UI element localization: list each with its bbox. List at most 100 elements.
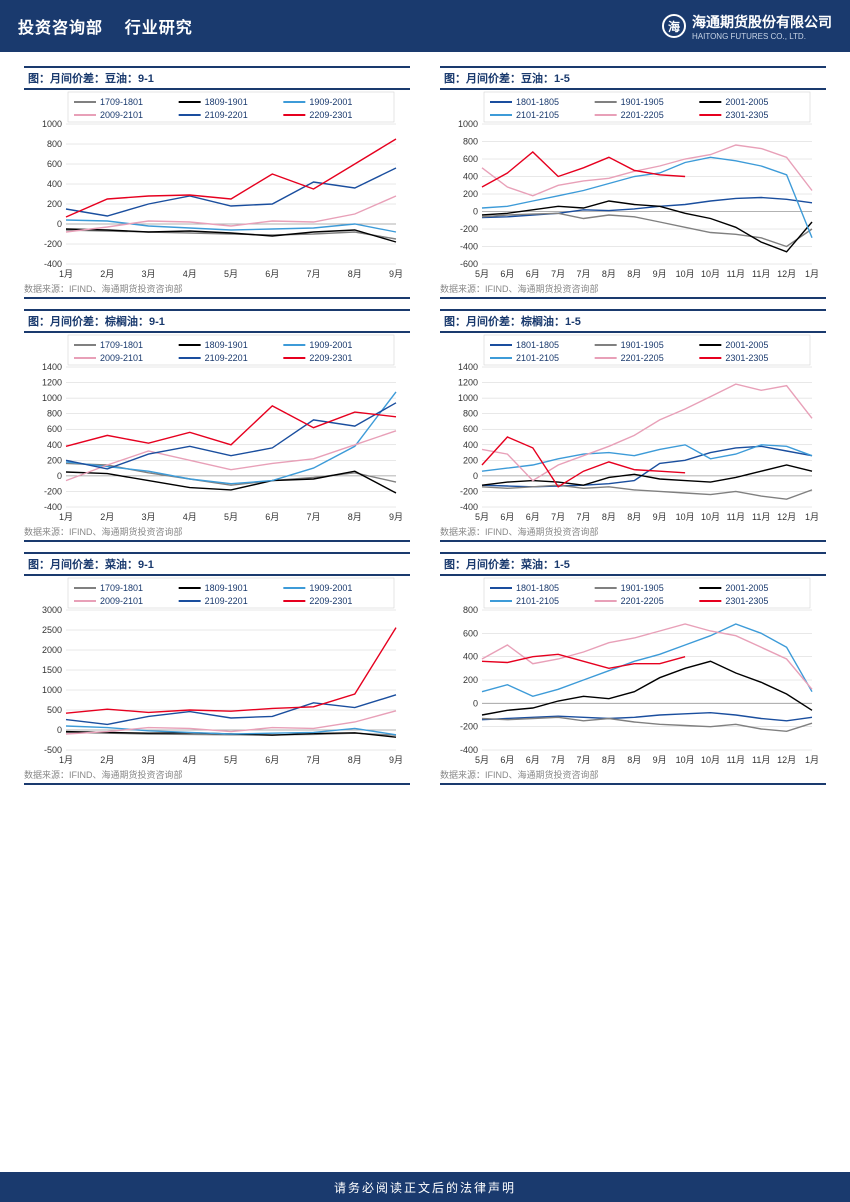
svg-text:1709-1801: 1709-1801 bbox=[100, 340, 143, 350]
svg-text:4月: 4月 bbox=[183, 269, 197, 279]
svg-text:1809-1901: 1809-1901 bbox=[205, 583, 248, 593]
svg-text:2500: 2500 bbox=[42, 625, 62, 635]
svg-text:11月: 11月 bbox=[752, 755, 770, 765]
svg-text:9月: 9月 bbox=[389, 512, 403, 522]
series-line bbox=[66, 168, 396, 216]
svg-text:4月: 4月 bbox=[183, 512, 197, 522]
chart-source: 数据来源：IFIND、海通期货投资咨询部 bbox=[440, 525, 826, 542]
svg-text:11月: 11月 bbox=[727, 269, 745, 279]
svg-text:11月: 11月 bbox=[752, 512, 770, 522]
svg-text:1901-1905: 1901-1905 bbox=[621, 97, 664, 107]
svg-text:10月: 10月 bbox=[701, 512, 720, 522]
chart-source: 数据来源：IFIND、海通期货投资咨询部 bbox=[24, 768, 410, 785]
svg-text:1月: 1月 bbox=[59, 512, 73, 522]
svg-text:9月: 9月 bbox=[653, 755, 667, 765]
svg-text:2201-2205: 2201-2205 bbox=[621, 596, 664, 606]
svg-text:2301-2305: 2301-2305 bbox=[725, 353, 768, 363]
footer-bar: 请务必阅读正文后的法律声明 bbox=[0, 1172, 850, 1202]
svg-text:0: 0 bbox=[57, 219, 62, 229]
svg-text:-400: -400 bbox=[460, 502, 478, 512]
svg-text:9月: 9月 bbox=[653, 269, 667, 279]
svg-text:7月: 7月 bbox=[551, 755, 565, 765]
chart-block: 图：月间价差：菜油：1-5-400-20002004006008005月6月6月… bbox=[440, 552, 826, 785]
svg-text:-200: -200 bbox=[44, 239, 62, 249]
svg-text:1801-1805: 1801-1805 bbox=[516, 97, 559, 107]
svg-text:400: 400 bbox=[47, 179, 62, 189]
series-line bbox=[482, 717, 812, 731]
svg-text:200: 200 bbox=[463, 675, 478, 685]
svg-text:0: 0 bbox=[473, 471, 478, 481]
svg-text:10月: 10月 bbox=[676, 269, 695, 279]
svg-text:400: 400 bbox=[463, 652, 478, 662]
svg-text:1200: 1200 bbox=[458, 378, 478, 388]
series-line bbox=[482, 213, 812, 246]
svg-text:800: 800 bbox=[47, 409, 62, 419]
svg-text:8月: 8月 bbox=[348, 755, 362, 765]
svg-text:1809-1901: 1809-1901 bbox=[205, 97, 248, 107]
svg-text:1000: 1000 bbox=[458, 393, 478, 403]
svg-text:4月: 4月 bbox=[183, 755, 197, 765]
chart-block: 图：月间价差：棕榈油：9-1-400-200020040060080010001… bbox=[24, 309, 410, 542]
svg-text:1000: 1000 bbox=[42, 685, 62, 695]
svg-text:1801-1805: 1801-1805 bbox=[516, 340, 559, 350]
series-line bbox=[66, 403, 396, 469]
svg-text:6月: 6月 bbox=[526, 512, 540, 522]
svg-text:8月: 8月 bbox=[602, 755, 616, 765]
svg-text:6月: 6月 bbox=[526, 269, 540, 279]
svg-text:2月: 2月 bbox=[100, 269, 114, 279]
svg-text:-500: -500 bbox=[44, 745, 62, 755]
svg-text:2301-2305: 2301-2305 bbox=[725, 110, 768, 120]
svg-text:6月: 6月 bbox=[526, 755, 540, 765]
chart-block: 图：月间价差：棕榈油：1-5-400-200020040060080010001… bbox=[440, 309, 826, 542]
chart-canvas: -400-200020040060080010001月2月3月4月5月6月7月8… bbox=[24, 90, 410, 280]
svg-text:2101-2105: 2101-2105 bbox=[516, 110, 559, 120]
svg-text:0: 0 bbox=[473, 207, 478, 217]
series-line bbox=[66, 406, 396, 446]
svg-text:10月: 10月 bbox=[676, 755, 695, 765]
chart-svg: -400-20002004006008005月6月6月7月7月8月8月9月10月… bbox=[440, 576, 826, 766]
svg-text:6月: 6月 bbox=[500, 269, 514, 279]
chart-source: 数据来源：IFIND、海通期货投资咨询部 bbox=[24, 525, 410, 542]
svg-text:1909-2001: 1909-2001 bbox=[309, 583, 352, 593]
svg-text:1200: 1200 bbox=[42, 378, 62, 388]
svg-text:2001-2005: 2001-2005 bbox=[725, 97, 768, 107]
svg-text:2301-2305: 2301-2305 bbox=[725, 596, 768, 606]
svg-text:8月: 8月 bbox=[348, 512, 362, 522]
svg-text:7月: 7月 bbox=[577, 512, 591, 522]
svg-text:2209-2301: 2209-2301 bbox=[309, 353, 352, 363]
svg-text:2109-2201: 2109-2201 bbox=[205, 110, 248, 120]
svg-text:2009-2101: 2009-2101 bbox=[100, 110, 143, 120]
svg-text:9月: 9月 bbox=[389, 269, 403, 279]
svg-text:1801-1805: 1801-1805 bbox=[516, 583, 559, 593]
series-line bbox=[482, 152, 685, 187]
svg-text:8月: 8月 bbox=[627, 512, 641, 522]
svg-text:2月: 2月 bbox=[100, 755, 114, 765]
svg-text:6月: 6月 bbox=[265, 512, 279, 522]
svg-text:1500: 1500 bbox=[42, 665, 62, 675]
svg-text:600: 600 bbox=[47, 424, 62, 434]
chart-svg: -600-400-200020040060080010005月6月6月7月7月8… bbox=[440, 90, 826, 280]
svg-text:200: 200 bbox=[463, 189, 478, 199]
chart-source: 数据来源：IFIND、海通期货投资咨询部 bbox=[440, 768, 826, 785]
svg-text:600: 600 bbox=[47, 159, 62, 169]
svg-text:12月: 12月 bbox=[777, 512, 796, 522]
svg-text:11月: 11月 bbox=[752, 269, 770, 279]
chart-canvas: -5000500100015002000250030001月2月3月4月5月6月… bbox=[24, 576, 410, 766]
header-left: 投资咨询部 行业研究 bbox=[18, 14, 193, 38]
svg-text:-400: -400 bbox=[44, 259, 62, 269]
chart-title: 图：月间价差：豆油：9-1 bbox=[24, 66, 410, 90]
chart-svg: -5000500100015002000250030001月2月3月4月5月6月… bbox=[24, 576, 410, 766]
series-line bbox=[482, 445, 812, 471]
series-line bbox=[482, 465, 812, 485]
svg-text:600: 600 bbox=[463, 154, 478, 164]
svg-text:200: 200 bbox=[47, 199, 62, 209]
svg-text:400: 400 bbox=[463, 440, 478, 450]
svg-text:-600: -600 bbox=[460, 259, 478, 269]
svg-text:8月: 8月 bbox=[602, 512, 616, 522]
svg-text:8月: 8月 bbox=[627, 755, 641, 765]
svg-text:5月: 5月 bbox=[475, 269, 489, 279]
svg-text:2001-2005: 2001-2005 bbox=[725, 583, 768, 593]
svg-text:9月: 9月 bbox=[389, 755, 403, 765]
chart-title: 图：月间价差：棕榈油：9-1 bbox=[24, 309, 410, 333]
svg-text:10月: 10月 bbox=[701, 269, 720, 279]
